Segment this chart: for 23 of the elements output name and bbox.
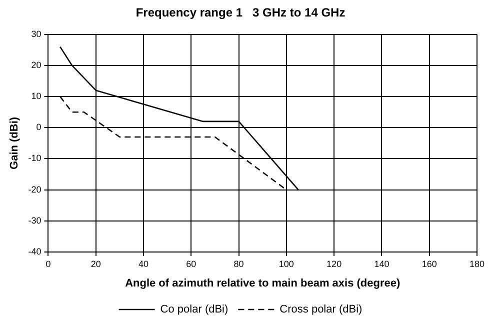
y-tick-label: 30 (31, 28, 42, 39)
x-tick-label: 160 (422, 258, 437, 269)
y-tick-label: 0 (36, 122, 42, 132)
x-tick-label: 20 (90, 258, 101, 269)
y-tick-label: -20 (28, 184, 42, 194)
x-tick-label: 40 (138, 258, 149, 269)
x-tick-label: 0 (46, 258, 51, 269)
x-tick-label: 140 (374, 258, 390, 269)
x-tick-label: 180 (469, 258, 485, 269)
x-tick-label: 120 (326, 258, 342, 269)
legend-label: Cross polar (dBi) (280, 304, 362, 316)
x-tick-label: 60 (186, 258, 196, 269)
y-tick-label: -40 (28, 246, 42, 256)
y-axis-title: Gain (dBi) (8, 116, 21, 170)
chart-title: Frequency range 1 3 GHz to 14 GHz (136, 6, 346, 20)
x-axis-title: Angle of azimuth relative to main beam axis (degree) (125, 277, 400, 290)
y-tick-label: 20 (31, 60, 42, 70)
y-tick-label: -30 (28, 215, 42, 226)
x-tick-label: 80 (234, 258, 244, 269)
y-tick-label: -10 (28, 153, 42, 164)
legend-label: Co polar (dBi) (160, 304, 228, 316)
x-tick-label: 100 (278, 258, 294, 269)
y-tick-label: 10 (31, 91, 42, 102)
